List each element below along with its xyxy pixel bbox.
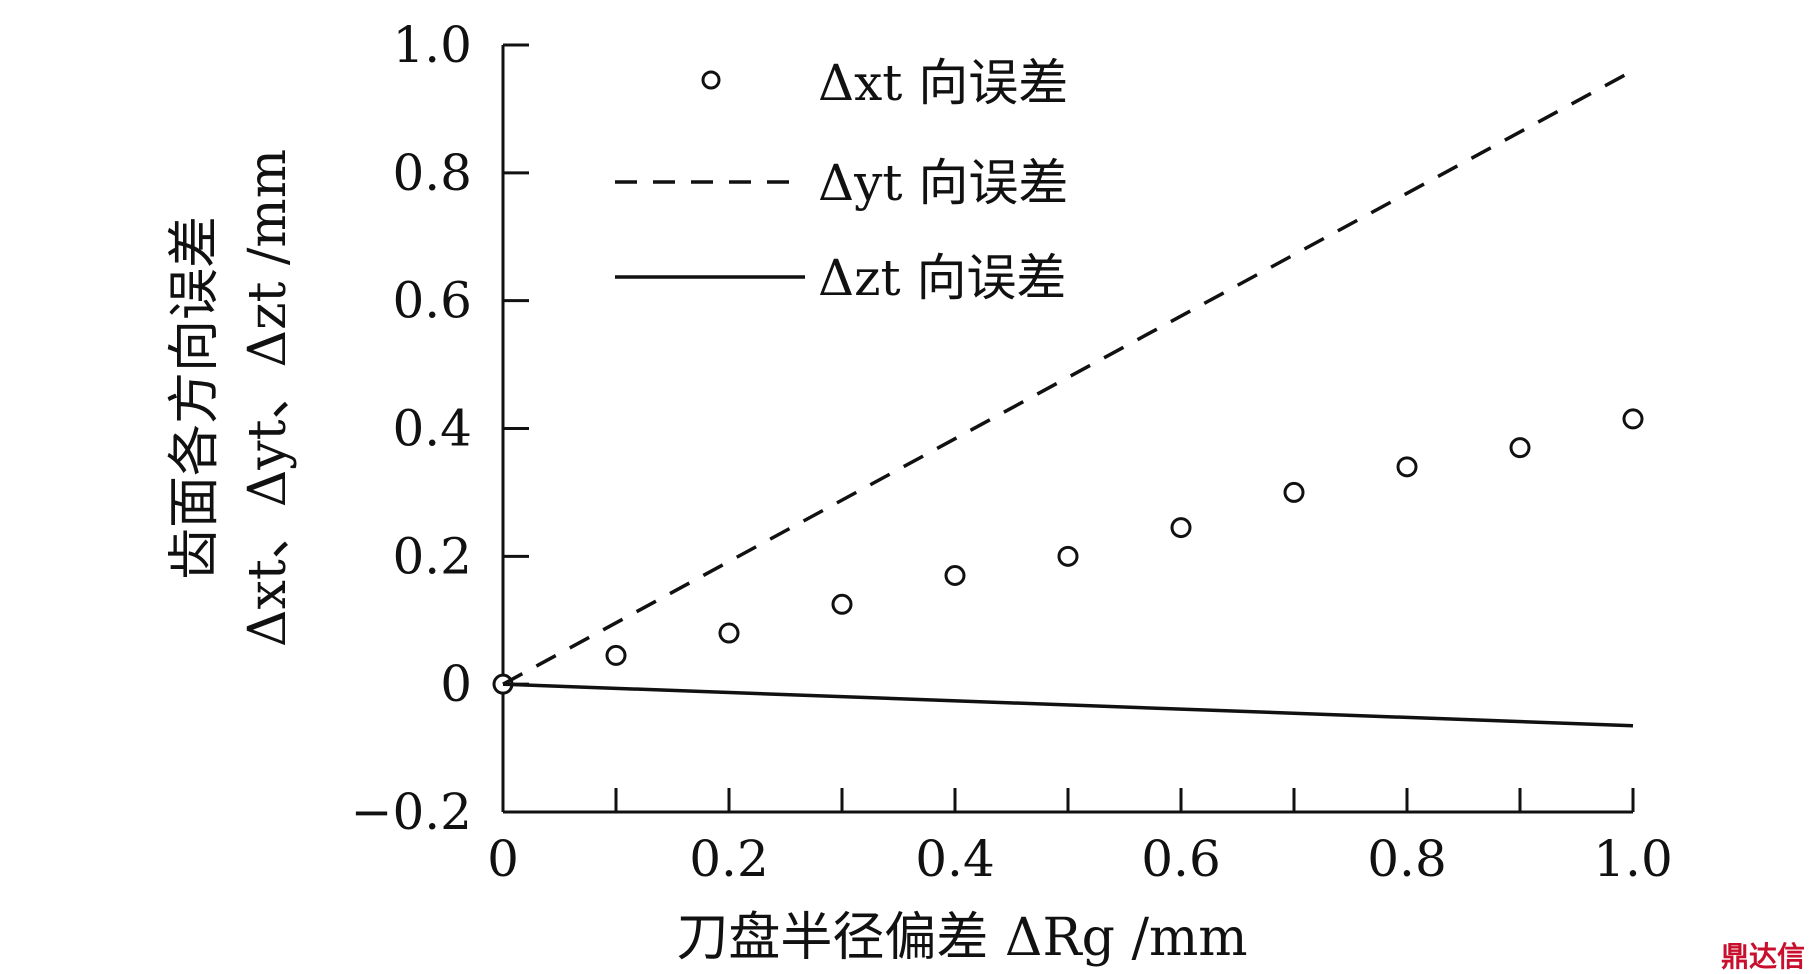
x-tick-label: 0	[487, 830, 519, 888]
legend-label-yt: Δyt 向误差	[818, 154, 1068, 212]
legend-marker-xt	[701, 70, 721, 90]
data-point-xt	[1057, 545, 1079, 567]
legend: Δxt 向误差 Δyt 向误差 Δzt 向误差	[615, 54, 1068, 307]
x-tick-label: 0.4	[915, 830, 995, 888]
y-tick-label: 1.0	[392, 16, 472, 74]
data-point-xt	[1396, 456, 1418, 478]
y-tick-label: 0.6	[392, 272, 472, 330]
y-tick-label: 0	[440, 655, 472, 713]
x-tick-label: 0.8	[1367, 830, 1447, 888]
y-tick-label: 0.2	[392, 527, 472, 585]
series-line-zt	[502, 682, 1634, 728]
legend-label-zt: Δzt 向误差	[818, 249, 1066, 307]
x-tick-label: 0.2	[689, 830, 769, 888]
series-layer	[492, 69, 1644, 728]
data-point-xt	[718, 622, 740, 644]
x-tick-label: 0.6	[1141, 830, 1221, 888]
y-tick-label: −0.2	[351, 783, 472, 841]
y-axis-title-line1: 齿面各方向误差	[165, 216, 225, 580]
axes: 1.0 0.8 0.6 0.4 0.2 0 −0.2 0 0.2 0.4 0.6 0.8 1.0	[351, 16, 1673, 888]
series-line-yt	[502, 69, 1634, 686]
data-point-xt	[1283, 481, 1305, 503]
y-axis-title-line2: Δxt、Δyt、Δzt /mm	[238, 149, 298, 647]
data-point-xt	[1170, 517, 1192, 539]
data-point-xt	[605, 644, 627, 666]
y-tick-label: 0.4	[392, 400, 472, 458]
data-point-xt	[1509, 437, 1531, 459]
data-point-xt	[1622, 408, 1644, 430]
data-point-xt	[944, 565, 966, 587]
data-point-xt	[831, 593, 853, 615]
y-tick-label: 0.8	[392, 144, 472, 202]
x-tick-label: 1.0	[1593, 830, 1673, 888]
legend-label-xt: Δxt 向误差	[818, 54, 1068, 112]
x-axis-title: 刀盘半径偏差 ΔRg /mm	[676, 908, 1247, 968]
watermark-logo: 鼎达信	[1721, 940, 1805, 973]
